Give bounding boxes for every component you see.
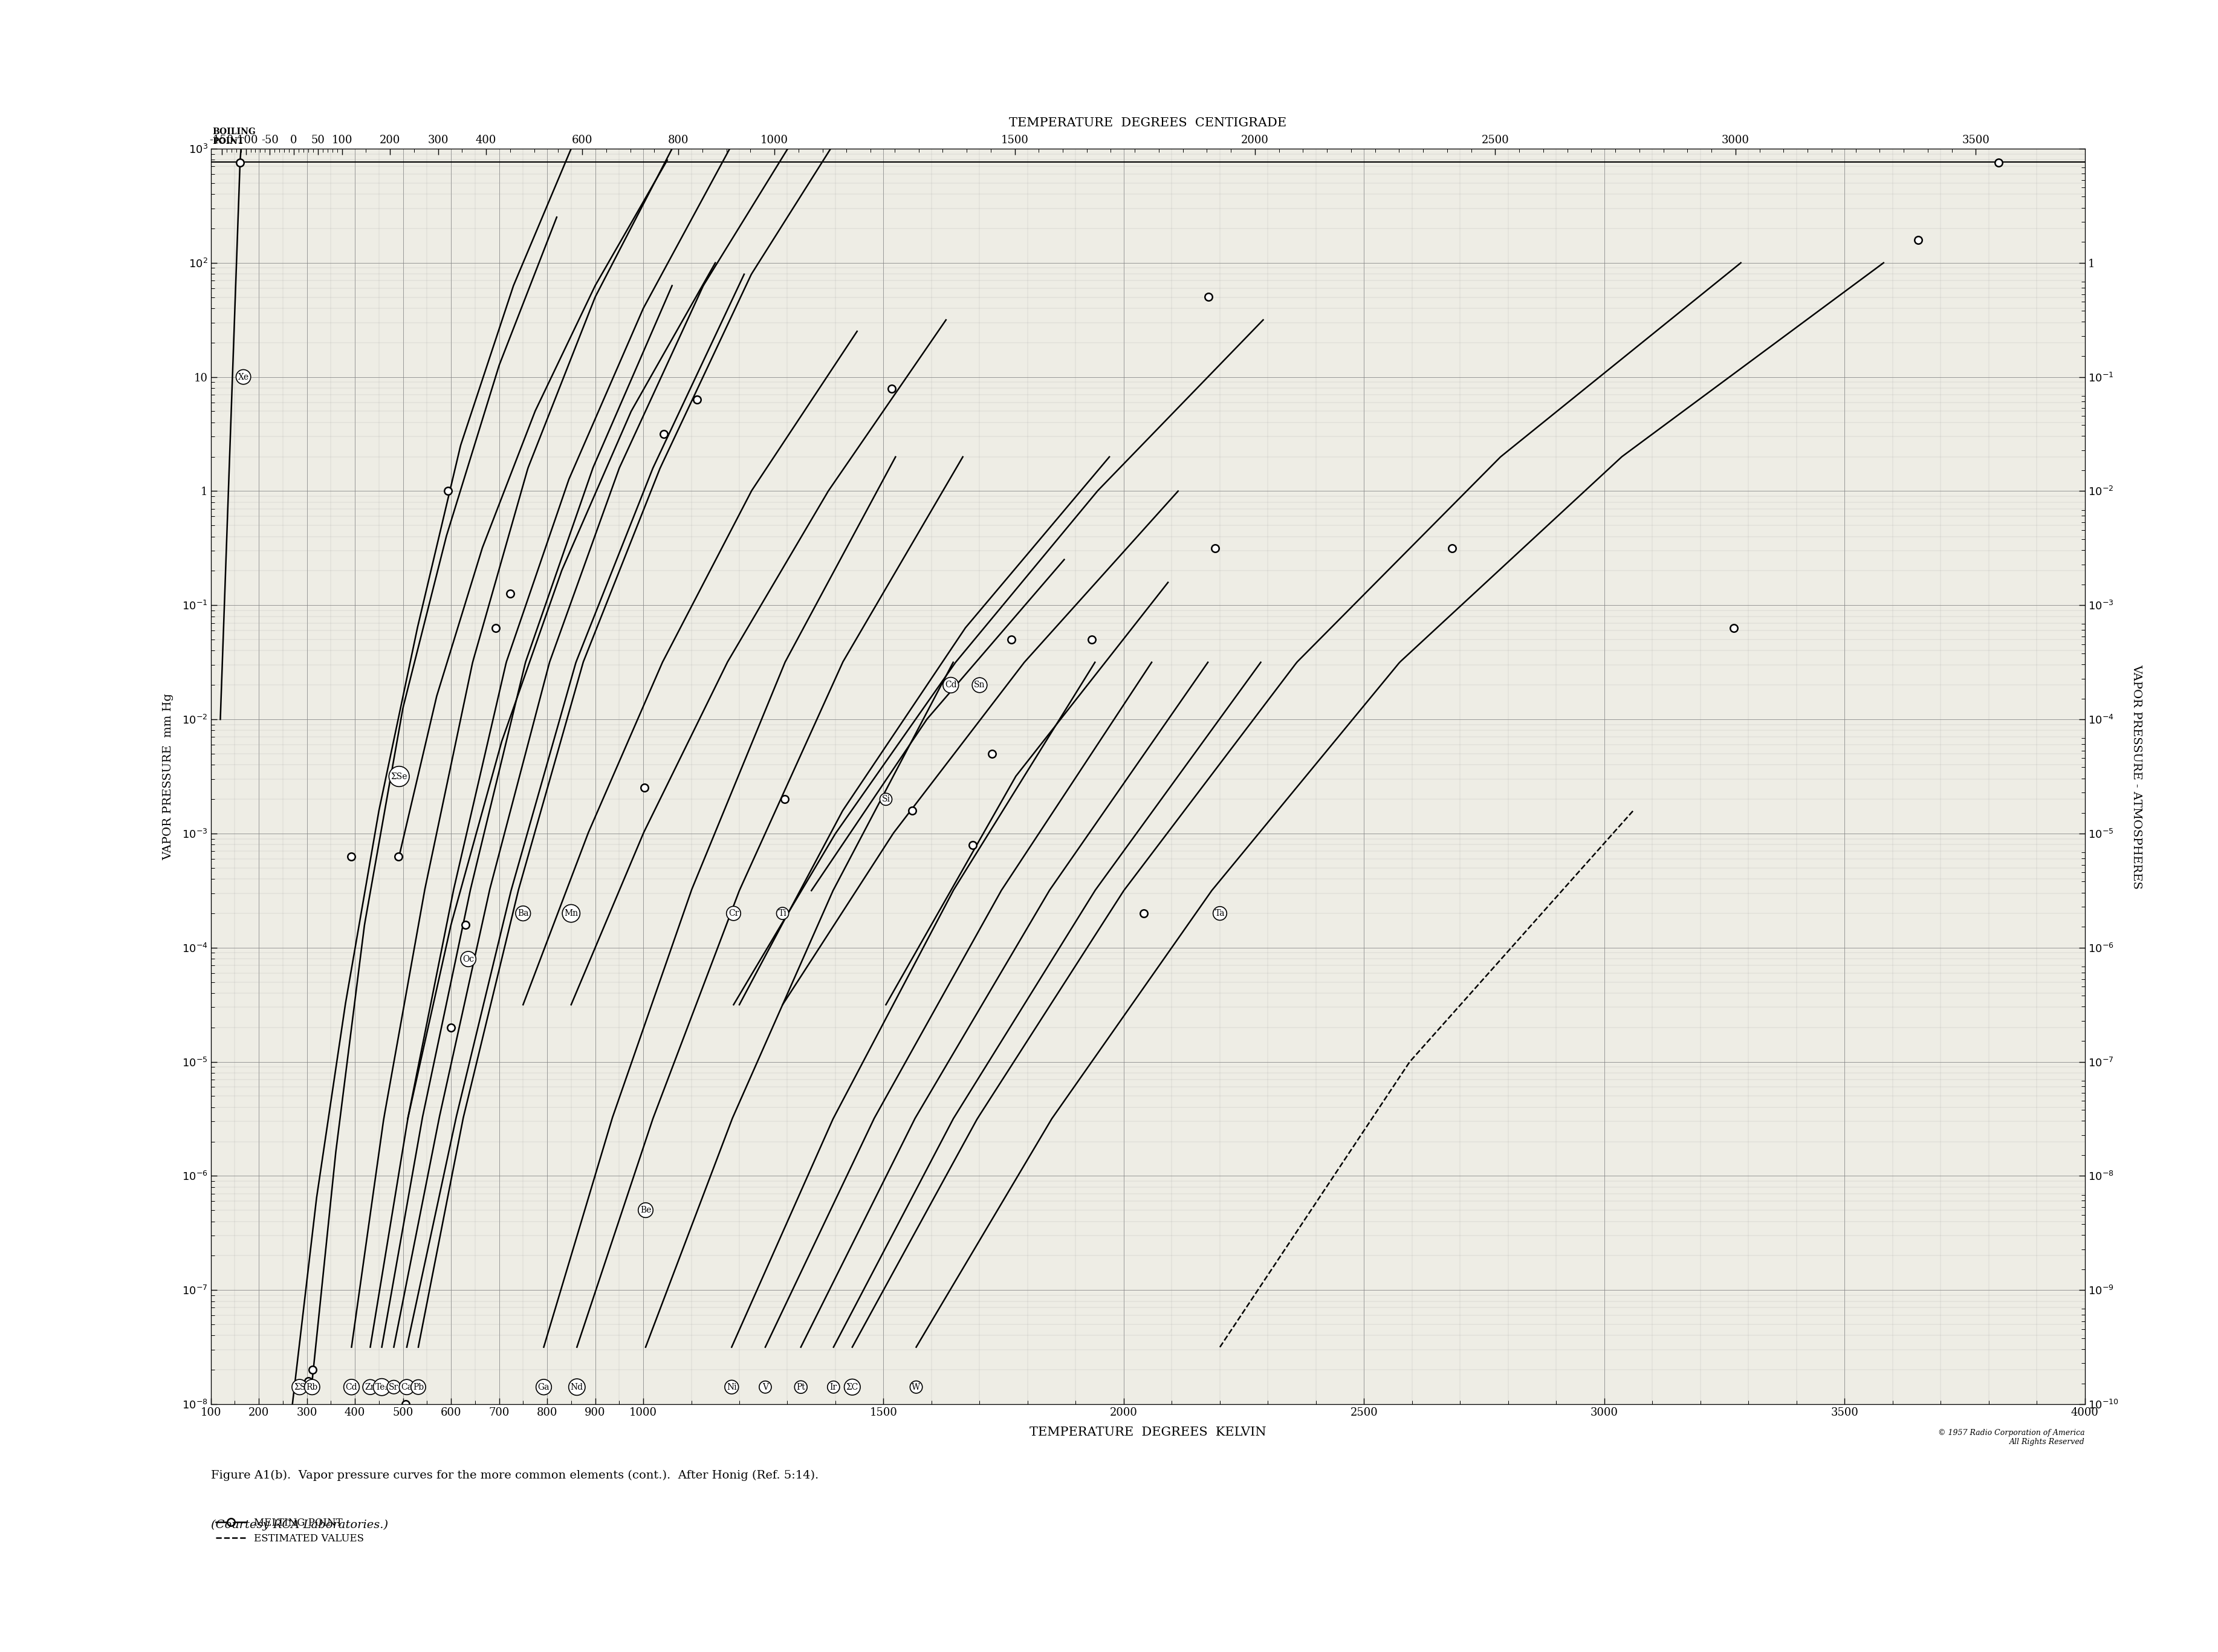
Text: Ti: Ti: [779, 909, 787, 917]
Text: Pt: Pt: [796, 1383, 805, 1391]
Text: Ir: Ir: [830, 1383, 836, 1391]
Text: (Courtesy RCA Laboratories.): (Courtesy RCA Laboratories.): [211, 1520, 388, 1530]
Text: Nd: Nd: [570, 1383, 583, 1391]
Text: © 1957 Radio Corporation of America
All Rights Reserved: © 1957 Radio Corporation of America All …: [1939, 1429, 2085, 1446]
Text: Ta: Ta: [1215, 909, 1224, 917]
Legend: MELTING POINT, ESTIMATED VALUES: MELTING POINT, ESTIMATED VALUES: [215, 1518, 364, 1543]
Y-axis label: VAPOR PRESSURE  mm Hg: VAPOR PRESSURE mm Hg: [162, 694, 173, 859]
Text: Sn: Sn: [974, 681, 985, 689]
Y-axis label: VAPOR PRESSURE - ATMOSPHERES: VAPOR PRESSURE - ATMOSPHERES: [2131, 664, 2143, 889]
Text: Si: Si: [883, 795, 889, 803]
Text: W: W: [912, 1383, 920, 1391]
Text: ΣS: ΣS: [293, 1383, 306, 1391]
Text: Be: Be: [641, 1206, 652, 1214]
X-axis label: TEMPERATURE  DEGREES  CENTIGRADE: TEMPERATURE DEGREES CENTIGRADE: [1009, 117, 1286, 129]
Text: Ni: Ni: [728, 1383, 736, 1391]
Text: Ba: Ba: [517, 909, 528, 917]
Text: Mn: Mn: [563, 909, 579, 917]
Text: Figure A1(b).  Vapor pressure curves for the more common elements (cont.).  Afte: Figure A1(b). Vapor pressure curves for …: [211, 1470, 818, 1480]
Text: Pb: Pb: [413, 1383, 424, 1391]
Text: Ga: Ga: [537, 1383, 550, 1391]
Text: Oc: Oc: [464, 955, 475, 963]
Text: ΣSe: ΣSe: [390, 771, 408, 781]
Text: Zn: Zn: [364, 1383, 375, 1391]
Text: ΣC: ΣC: [845, 1383, 858, 1391]
Text: V: V: [763, 1383, 767, 1391]
X-axis label: TEMPERATURE  DEGREES  KELVIN: TEMPERATURE DEGREES KELVIN: [1029, 1426, 1266, 1437]
Text: Te₂: Te₂: [375, 1383, 388, 1391]
Text: Cd: Cd: [346, 1383, 357, 1391]
Text: Xe: Xe: [237, 373, 248, 382]
Text: BOILING
POINT: BOILING POINT: [213, 127, 255, 145]
Text: Cd: Cd: [945, 681, 956, 689]
Text: Ca: Ca: [401, 1383, 413, 1391]
Text: Rb: Rb: [306, 1383, 317, 1391]
Text: Cr: Cr: [728, 909, 739, 917]
Text: Sr: Sr: [388, 1383, 399, 1391]
